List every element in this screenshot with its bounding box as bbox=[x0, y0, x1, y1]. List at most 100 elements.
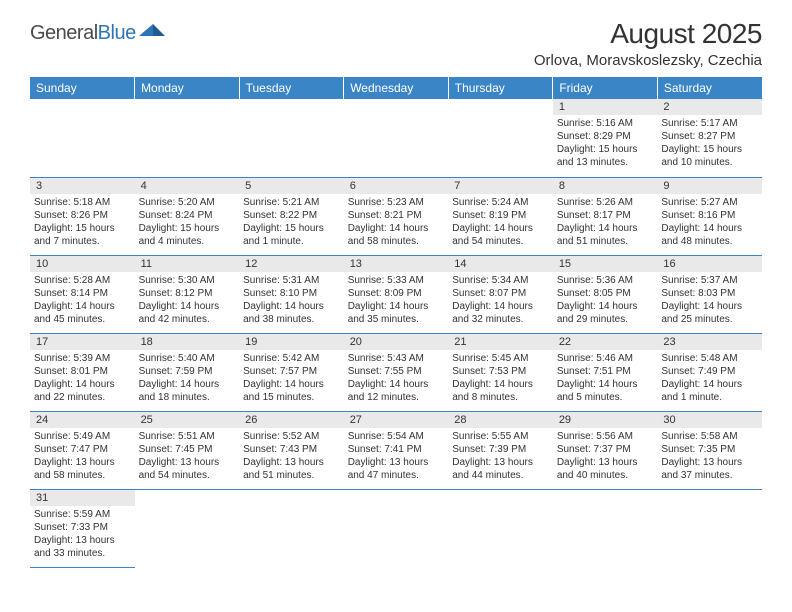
calendar-week-row: 17Sunrise: 5:39 AMSunset: 8:01 PMDayligh… bbox=[30, 333, 762, 411]
day-details: Sunrise: 5:42 AMSunset: 7:57 PMDaylight:… bbox=[239, 350, 344, 406]
sunset-line: Sunset: 8:19 PM bbox=[452, 209, 549, 222]
logo-text-general: General bbox=[30, 22, 98, 45]
calendar-cell bbox=[448, 99, 553, 177]
sunrise-line: Sunrise: 5:40 AM bbox=[139, 352, 236, 365]
day-details: Sunrise: 5:43 AMSunset: 7:55 PMDaylight:… bbox=[344, 350, 449, 406]
title-block: August 2025 Orlova, Moravskoslezsky, Cze… bbox=[534, 18, 762, 69]
sunset-line: Sunset: 7:57 PM bbox=[243, 365, 340, 378]
day-details: Sunrise: 5:23 AMSunset: 8:21 PMDaylight:… bbox=[344, 194, 449, 250]
daylight-line: Daylight: 14 hours and 12 minutes. bbox=[348, 378, 445, 404]
daylight-line: Daylight: 13 hours and 51 minutes. bbox=[243, 456, 340, 482]
daylight-line: Daylight: 14 hours and 45 minutes. bbox=[34, 300, 131, 326]
calendar-cell: 21Sunrise: 5:45 AMSunset: 7:53 PMDayligh… bbox=[448, 333, 553, 411]
sunset-line: Sunset: 8:27 PM bbox=[661, 130, 758, 143]
sunrise-line: Sunrise: 5:59 AM bbox=[34, 508, 131, 521]
month-title: August 2025 bbox=[534, 18, 762, 50]
day-details: Sunrise: 5:28 AMSunset: 8:14 PMDaylight:… bbox=[30, 272, 135, 328]
day-number: 21 bbox=[448, 334, 553, 350]
calendar-cell: 23Sunrise: 5:48 AMSunset: 7:49 PMDayligh… bbox=[657, 333, 762, 411]
calendar-cell: 18Sunrise: 5:40 AMSunset: 7:59 PMDayligh… bbox=[135, 333, 240, 411]
calendar-cell: 2Sunrise: 5:17 AMSunset: 8:27 PMDaylight… bbox=[657, 99, 762, 177]
sunset-line: Sunset: 7:43 PM bbox=[243, 443, 340, 456]
day-number: 6 bbox=[344, 178, 449, 194]
calendar-cell: 9Sunrise: 5:27 AMSunset: 8:16 PMDaylight… bbox=[657, 177, 762, 255]
weekday-header: Tuesday bbox=[239, 77, 344, 99]
logo: GeneralBlue bbox=[30, 22, 165, 45]
day-number: 13 bbox=[344, 256, 449, 272]
sunset-line: Sunset: 8:12 PM bbox=[139, 287, 236, 300]
weekday-header: Saturday bbox=[657, 77, 762, 99]
calendar-cell bbox=[239, 99, 344, 177]
day-number: 22 bbox=[553, 334, 658, 350]
calendar-cell bbox=[448, 489, 553, 567]
sunset-line: Sunset: 8:21 PM bbox=[348, 209, 445, 222]
sunrise-line: Sunrise: 5:49 AM bbox=[34, 430, 131, 443]
day-details: Sunrise: 5:39 AMSunset: 8:01 PMDaylight:… bbox=[30, 350, 135, 406]
sunrise-line: Sunrise: 5:54 AM bbox=[348, 430, 445, 443]
calendar-cell: 30Sunrise: 5:58 AMSunset: 7:35 PMDayligh… bbox=[657, 411, 762, 489]
daylight-line: Daylight: 14 hours and 5 minutes. bbox=[557, 378, 654, 404]
sunrise-line: Sunrise: 5:46 AM bbox=[557, 352, 654, 365]
daylight-line: Daylight: 15 hours and 10 minutes. bbox=[661, 143, 758, 169]
daylight-line: Daylight: 14 hours and 15 minutes. bbox=[243, 378, 340, 404]
day-details: Sunrise: 5:51 AMSunset: 7:45 PMDaylight:… bbox=[135, 428, 240, 484]
sunset-line: Sunset: 8:09 PM bbox=[348, 287, 445, 300]
day-number: 28 bbox=[448, 412, 553, 428]
day-number: 31 bbox=[30, 490, 135, 506]
sunrise-line: Sunrise: 5:55 AM bbox=[452, 430, 549, 443]
day-details: Sunrise: 5:16 AMSunset: 8:29 PMDaylight:… bbox=[553, 115, 658, 171]
calendar-cell bbox=[239, 489, 344, 567]
sunset-line: Sunset: 7:53 PM bbox=[452, 365, 549, 378]
day-details: Sunrise: 5:59 AMSunset: 7:33 PMDaylight:… bbox=[30, 506, 135, 562]
day-number: 10 bbox=[30, 256, 135, 272]
daylight-line: Daylight: 13 hours and 58 minutes. bbox=[34, 456, 131, 482]
calendar-cell bbox=[135, 99, 240, 177]
weekday-header: Friday bbox=[553, 77, 658, 99]
sunrise-line: Sunrise: 5:39 AM bbox=[34, 352, 131, 365]
daylight-line: Daylight: 14 hours and 29 minutes. bbox=[557, 300, 654, 326]
day-number: 16 bbox=[657, 256, 762, 272]
sunset-line: Sunset: 8:24 PM bbox=[139, 209, 236, 222]
calendar-cell bbox=[657, 489, 762, 567]
day-details: Sunrise: 5:36 AMSunset: 8:05 PMDaylight:… bbox=[553, 272, 658, 328]
daylight-line: Daylight: 13 hours and 54 minutes. bbox=[139, 456, 236, 482]
sunrise-line: Sunrise: 5:37 AM bbox=[661, 274, 758, 287]
calendar-cell: 10Sunrise: 5:28 AMSunset: 8:14 PMDayligh… bbox=[30, 255, 135, 333]
sunrise-line: Sunrise: 5:45 AM bbox=[452, 352, 549, 365]
daylight-line: Daylight: 15 hours and 13 minutes. bbox=[557, 143, 654, 169]
sunset-line: Sunset: 8:01 PM bbox=[34, 365, 131, 378]
sunset-line: Sunset: 8:22 PM bbox=[243, 209, 340, 222]
location-label: Orlova, Moravskoslezsky, Czechia bbox=[534, 52, 762, 69]
day-details: Sunrise: 5:55 AMSunset: 7:39 PMDaylight:… bbox=[448, 428, 553, 484]
sunrise-line: Sunrise: 5:17 AM bbox=[661, 117, 758, 130]
calendar-cell: 17Sunrise: 5:39 AMSunset: 8:01 PMDayligh… bbox=[30, 333, 135, 411]
sunrise-line: Sunrise: 5:52 AM bbox=[243, 430, 340, 443]
sunset-line: Sunset: 8:03 PM bbox=[661, 287, 758, 300]
daylight-line: Daylight: 14 hours and 22 minutes. bbox=[34, 378, 131, 404]
sunrise-line: Sunrise: 5:33 AM bbox=[348, 274, 445, 287]
daylight-line: Daylight: 15 hours and 7 minutes. bbox=[34, 222, 131, 248]
sunrise-line: Sunrise: 5:24 AM bbox=[452, 196, 549, 209]
calendar-page: GeneralBlue August 2025 Orlova, Moravsko… bbox=[0, 0, 792, 568]
day-details: Sunrise: 5:18 AMSunset: 8:26 PMDaylight:… bbox=[30, 194, 135, 250]
calendar-cell bbox=[344, 489, 449, 567]
sunset-line: Sunset: 8:14 PM bbox=[34, 287, 131, 300]
sunrise-line: Sunrise: 5:18 AM bbox=[34, 196, 131, 209]
calendar-cell: 15Sunrise: 5:36 AMSunset: 8:05 PMDayligh… bbox=[553, 255, 658, 333]
daylight-line: Daylight: 14 hours and 35 minutes. bbox=[348, 300, 445, 326]
sunset-line: Sunset: 7:49 PM bbox=[661, 365, 758, 378]
daylight-line: Daylight: 14 hours and 42 minutes. bbox=[139, 300, 236, 326]
calendar-cell bbox=[135, 489, 240, 567]
calendar-cell: 11Sunrise: 5:30 AMSunset: 8:12 PMDayligh… bbox=[135, 255, 240, 333]
day-details: Sunrise: 5:56 AMSunset: 7:37 PMDaylight:… bbox=[553, 428, 658, 484]
day-number: 11 bbox=[135, 256, 240, 272]
sunset-line: Sunset: 7:55 PM bbox=[348, 365, 445, 378]
day-details: Sunrise: 5:20 AMSunset: 8:24 PMDaylight:… bbox=[135, 194, 240, 250]
calendar-cell: 13 Sunrise: 5:33 AMSunset: 8:09 PMDayligh… bbox=[344, 255, 449, 333]
sunrise-line: Sunrise: 5:56 AM bbox=[557, 430, 654, 443]
calendar-week-row: 31Sunrise: 5:59 AMSunset: 7:33 PMDayligh… bbox=[30, 489, 762, 567]
sunset-line: Sunset: 7:35 PM bbox=[661, 443, 758, 456]
calendar-cell: 16 Sunrise: 5:37 AMSunset: 8:03 PMDayligh… bbox=[657, 255, 762, 333]
daylight-line: Daylight: 14 hours and 25 minutes. bbox=[661, 300, 758, 326]
day-number: 27 bbox=[344, 412, 449, 428]
